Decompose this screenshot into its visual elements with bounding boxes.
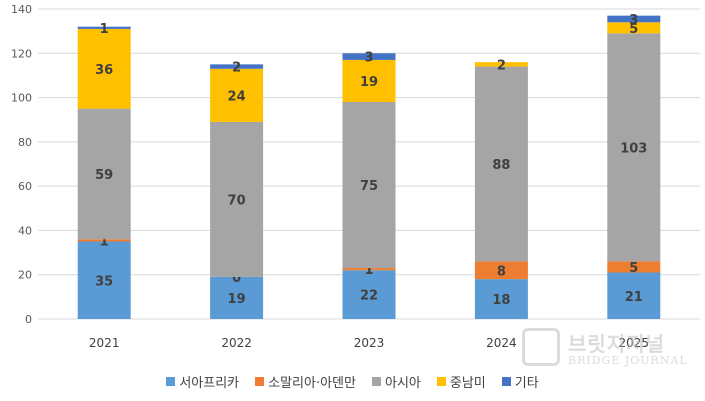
y-tick-label: 60 — [18, 180, 32, 193]
legend-swatch — [436, 377, 446, 386]
data-label: 22 — [360, 289, 378, 304]
stacked-bar-chart: 0204060801001201403515936120211907024220… — [11, 3, 700, 350]
x-tick-label: 2024 — [486, 336, 517, 350]
legend-label: 아시아 — [384, 376, 421, 391]
bar-segment — [474, 261, 528, 280]
data-label: 3 — [629, 13, 638, 28]
bar-segment — [607, 272, 661, 319]
bar-segment — [474, 62, 528, 67]
y-tick-label: 140 — [11, 3, 32, 16]
x-tick-label: 2021 — [89, 336, 120, 350]
data-label: 35 — [95, 274, 113, 289]
y-tick-label: 20 — [18, 269, 32, 282]
x-tick-label: 2025 — [619, 336, 650, 350]
legend-item-west-africa: 서아프리카 — [166, 372, 239, 391]
data-label: 59 — [95, 168, 113, 183]
data-label: 21 — [625, 290, 643, 305]
data-label: 5 — [629, 261, 638, 276]
data-label: 0 — [232, 271, 241, 286]
data-label: 18 — [492, 293, 510, 308]
data-label: 1 — [364, 263, 373, 278]
data-label: 19 — [360, 75, 378, 90]
bar-segment — [474, 279, 528, 319]
bar-segment — [342, 53, 396, 60]
bar-segment — [607, 15, 661, 23]
data-label: 70 — [228, 193, 246, 208]
data-label: 1 — [100, 22, 109, 37]
y-tick-label: 100 — [11, 92, 32, 105]
y-tick-label: 0 — [25, 313, 32, 326]
y-tick-label: 120 — [11, 47, 32, 60]
data-label: 2 — [497, 58, 506, 73]
legend: 서아프리카 소말리아·아덴만 아시아 중남미 기타 — [0, 372, 705, 391]
legend-item-other: 기타 — [501, 372, 539, 391]
data-label: 36 — [95, 63, 113, 78]
bar-segment — [77, 239, 131, 242]
bar-segment — [607, 22, 661, 34]
bar-segment — [342, 270, 396, 319]
data-label: 75 — [360, 179, 378, 194]
bar-segment — [342, 268, 396, 271]
bar-segment — [607, 261, 661, 273]
legend-swatch — [501, 377, 511, 386]
x-tick-label: 2023 — [354, 336, 385, 350]
legend-swatch — [255, 377, 265, 386]
data-label: 1 — [100, 234, 109, 249]
bar-segment — [210, 64, 264, 69]
legend-item-somalia-aden: 소말리아·아덴만 — [255, 372, 356, 391]
legend-label: 기타 — [514, 376, 539, 391]
data-label: 2 — [232, 61, 241, 76]
x-tick-label: 2022 — [221, 336, 252, 350]
bar-segment — [474, 66, 528, 262]
data-label: 103 — [620, 141, 647, 156]
legend-item-asia: 아시아 — [371, 372, 421, 391]
bar-segment — [342, 59, 396, 102]
bar-segment — [210, 121, 264, 277]
legend-label: 서아프리카 — [179, 376, 240, 391]
bar-segment — [77, 241, 131, 319]
bar-segment — [210, 276, 264, 319]
data-label: 8 — [497, 264, 506, 279]
bar-segment — [607, 33, 661, 262]
bar-segment — [77, 26, 131, 29]
legend-item-latin-america: 중남미 — [436, 372, 486, 391]
y-tick-label: 80 — [18, 136, 32, 149]
legend-swatch — [166, 377, 176, 386]
data-label: 88 — [492, 158, 510, 173]
legend-swatch — [371, 377, 381, 386]
legend-label: 중남미 — [449, 376, 486, 391]
data-label: 19 — [228, 292, 246, 307]
bar-segment — [77, 108, 131, 240]
data-label: 24 — [228, 89, 246, 104]
bar-segment — [210, 68, 264, 122]
data-label: 5 — [629, 22, 638, 37]
y-tick-label: 40 — [18, 224, 32, 237]
bar-segment — [77, 28, 131, 109]
bar-segment — [342, 102, 396, 269]
legend-label: 소말리아·아덴만 — [268, 376, 356, 391]
data-label: 3 — [364, 51, 373, 66]
